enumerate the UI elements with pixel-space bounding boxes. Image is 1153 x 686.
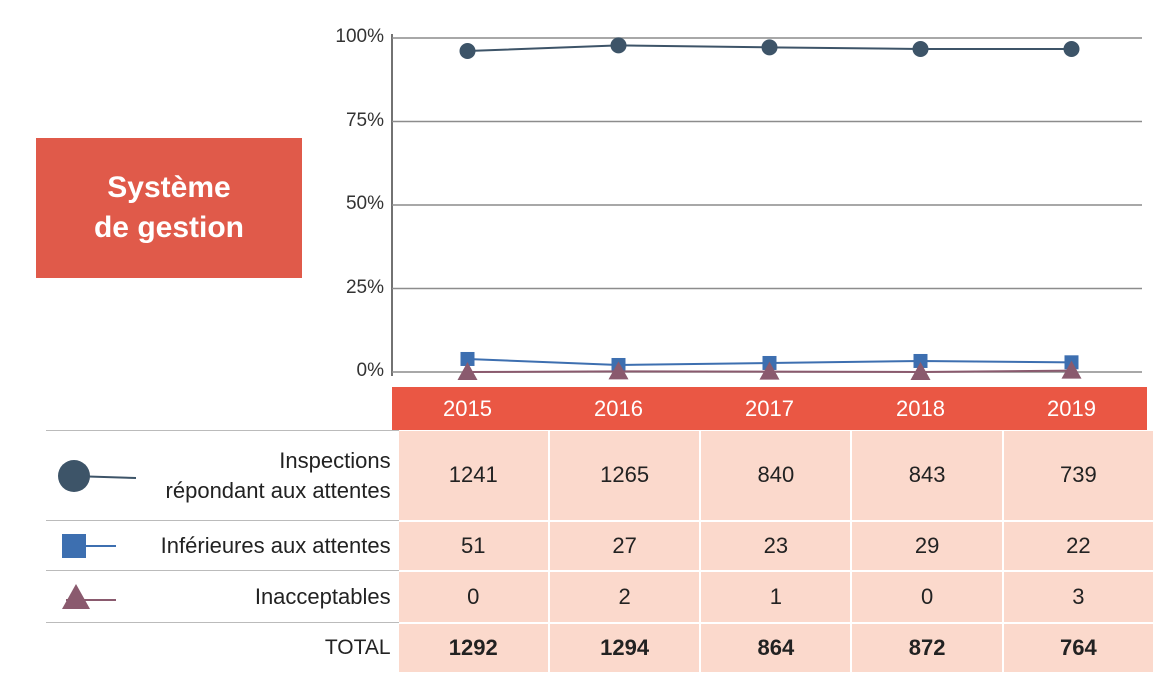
row-label-meeting: Inspections répondant aux attentes [46, 430, 399, 521]
row-label-total: TOTAL [46, 623, 399, 673]
square-line-icon [62, 533, 116, 558]
series-0-point-2018 [912, 41, 929, 58]
cell-meeting-2015: 1241 [398, 430, 550, 522]
cell-total-2018: 872 [851, 622, 1004, 674]
row-label-total-text: TOTAL [324, 635, 391, 659]
year-header-bar: 2015 2016 2017 2018 2019 [392, 387, 1147, 430]
y-tick-label-100pct: 100% [335, 26, 384, 47]
cell-unacceptable-2019: 3 [1002, 570, 1153, 624]
chart-title-line-1: Système [107, 171, 231, 204]
cell-meeting-2019: 739 [1002, 430, 1153, 522]
cell-total-2017: 864 [700, 622, 853, 674]
data-table: Inspections répondant aux attentes 1241 … [46, 430, 1153, 674]
row-label-unacceptable-text: Inacceptables [254, 583, 391, 609]
cell-unacceptable-2016: 2 [548, 570, 702, 624]
cell-below-2015: 51 [398, 520, 550, 572]
year-label-2015: 2015 [443, 395, 492, 421]
row-label-below-text: Inférieures aux attentes [160, 532, 391, 558]
table-row-meeting: Inspections répondant aux attentes 1241 … [46, 430, 1153, 522]
table-row-total: TOTAL 1292 1294 864 872 764 [46, 622, 1153, 674]
y-tick-label-25pct: 25% [345, 276, 384, 298]
series-2-point-2018 [910, 362, 931, 380]
y-tick-label-50pct: 50% [345, 193, 384, 214]
year-label-2016: 2016 [594, 395, 643, 421]
year-label-2019: 2019 [1047, 395, 1096, 421]
series-0-point-2017 [761, 39, 778, 56]
cell-below-2016: 27 [548, 520, 702, 572]
series-0-point-2016 [610, 37, 627, 54]
cell-below-2017: 23 [700, 520, 853, 572]
cell-total-2019: 764 [1002, 622, 1153, 674]
series-1-point-2018 [913, 353, 928, 368]
table-row-below: Inférieures aux attentes 51 27 23 29 22 [46, 520, 1153, 572]
cell-meeting-2016: 1265 [548, 430, 702, 522]
cell-unacceptable-2018: 0 [851, 570, 1004, 624]
y-tick-label-0pct: 0% [356, 360, 384, 381]
year-label-2017: 2017 [745, 395, 794, 421]
cell-total-2016: 1294 [548, 622, 702, 674]
cell-meeting-2017: 840 [700, 430, 853, 522]
chart-title-box: Système de gestion [36, 138, 302, 278]
circle-line-icon [58, 459, 136, 492]
series-2-point-2016 [608, 361, 629, 380]
cell-below-2018: 29 [851, 520, 1004, 572]
cell-meeting-2018: 843 [851, 430, 1004, 522]
line-chart [391, 34, 1142, 380]
triangle-line-icon [62, 583, 116, 609]
row-label-meeting-line-1: Inspections [279, 447, 391, 473]
row-label-unacceptable: Inacceptables [46, 570, 399, 623]
row-label-below: Inférieures aux attentes [46, 520, 399, 571]
cell-below-2019: 22 [1002, 520, 1153, 572]
series-2-point-2017 [759, 361, 780, 380]
row-label-meeting-line-2: répondant aux attentes [165, 477, 391, 503]
series-2-point-2019 [1061, 360, 1082, 379]
series-0-point-2019 [1063, 41, 1080, 58]
chart-title-line-2: de gestion [93, 211, 244, 244]
cell-total-2015: 1292 [398, 622, 550, 674]
series-1-point-2015 [460, 351, 475, 366]
cell-unacceptable-2017: 1 [700, 570, 853, 624]
cell-unacceptable-2015: 0 [398, 570, 550, 624]
year-label-2018: 2018 [896, 395, 945, 421]
table-row-unacceptable: Inacceptables 0 2 1 0 3 [46, 570, 1153, 624]
series-2-point-2015 [457, 362, 478, 380]
y-tick-label-75pct: 75% [345, 109, 384, 131]
series-0-point-2015 [459, 43, 476, 60]
